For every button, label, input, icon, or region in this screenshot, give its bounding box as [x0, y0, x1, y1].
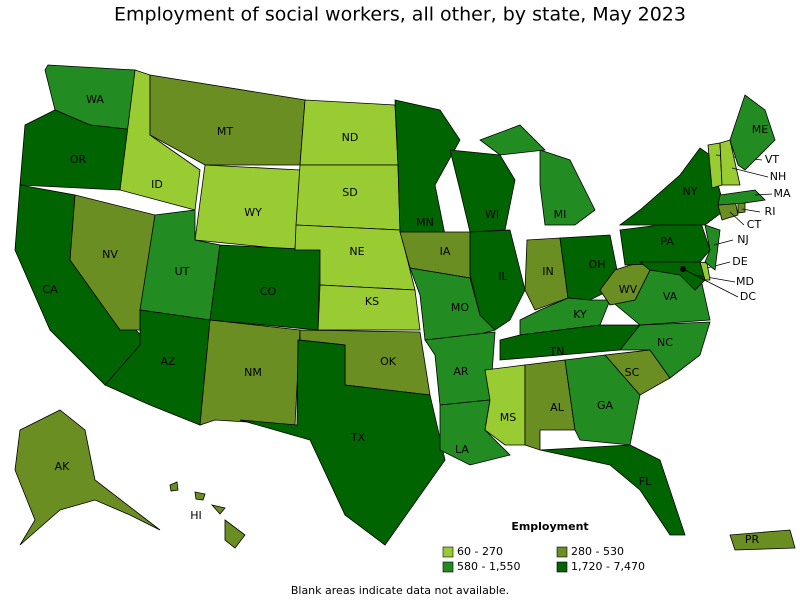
- state-shape: [14, 409, 161, 546]
- leader-line: [713, 239, 734, 246]
- state-label: IL: [498, 270, 508, 283]
- legend-swatch: [556, 561, 568, 573]
- state-label: FL: [639, 475, 652, 488]
- state-shape: [394, 99, 461, 236]
- state-label: DE: [732, 255, 747, 268]
- legend-label: 580 - 1,550: [457, 560, 520, 573]
- state-label: OR: [70, 153, 87, 166]
- state-label: MT: [217, 125, 233, 138]
- state-shape: [484, 364, 526, 446]
- state-shape: [737, 202, 746, 214]
- state-label: CA: [42, 283, 58, 296]
- state-label: MD: [736, 275, 754, 288]
- state-label: WY: [244, 206, 262, 219]
- state-shape: [224, 519, 246, 549]
- state-label: GA: [597, 399, 614, 412]
- state-label: MN: [416, 216, 434, 229]
- leader-line: [754, 193, 773, 196]
- state-label: HI: [190, 509, 202, 522]
- state-shape: [524, 237, 569, 311]
- state-label: CT: [747, 218, 762, 231]
- state-shape: [239, 339, 446, 546]
- legend-swatch: [442, 546, 454, 558]
- state-shape: [539, 444, 686, 536]
- state-label: WA: [86, 93, 104, 106]
- legend-swatch: [556, 546, 568, 558]
- state-label: OH: [589, 258, 606, 271]
- state-label: NY: [683, 185, 698, 198]
- state-label: OK: [380, 355, 397, 368]
- state-shape: [729, 529, 796, 551]
- leader-line: [682, 268, 739, 298]
- state-label: KS: [365, 295, 379, 308]
- state-label: SC: [625, 366, 640, 379]
- state-label: AZ: [160, 355, 176, 368]
- state-label: TX: [350, 431, 366, 444]
- state-label: NC: [657, 336, 673, 349]
- state-shape: [194, 491, 206, 501]
- state-label: UT: [175, 265, 190, 278]
- state-label: AK: [55, 460, 71, 473]
- legend-label: 280 - 530: [571, 545, 624, 558]
- state-label: NH: [770, 170, 787, 183]
- state-shape: [317, 284, 421, 331]
- state-label: VT: [765, 153, 780, 166]
- leader-line: [741, 208, 761, 213]
- state-label: IA: [440, 245, 451, 258]
- state-label: NJ: [737, 233, 748, 246]
- leader-line: [731, 167, 769, 178]
- state-label: PR: [745, 533, 760, 546]
- state-shape: [618, 147, 726, 226]
- map-title: Employment of social workers, all other,…: [114, 4, 686, 26]
- state-label: VA: [663, 290, 678, 303]
- state-label: ID: [151, 178, 163, 191]
- legend-label: 1,720 - 7,470: [571, 560, 645, 573]
- state-shape: [539, 149, 596, 226]
- state-shape: [717, 189, 766, 206]
- state-shape: [729, 94, 776, 171]
- state-shape: [699, 261, 711, 281]
- state-label: RI: [765, 205, 776, 218]
- state-label: SD: [342, 186, 357, 199]
- leader-line: [694, 274, 736, 283]
- footnote: Blank areas indicate data not available.: [291, 584, 509, 597]
- state-label: WI: [485, 208, 499, 221]
- state-shape: [210, 504, 226, 515]
- state-label: AR: [453, 365, 469, 378]
- state-label: MI: [554, 208, 567, 221]
- state-label: NM: [244, 366, 262, 379]
- state-shape: [704, 224, 721, 271]
- state-shape: [479, 124, 546, 156]
- state-label: ND: [342, 131, 359, 144]
- legend-swatch: [442, 561, 454, 573]
- state-shape: [449, 149, 516, 233]
- state-label: MA: [773, 187, 790, 200]
- state-label: CO: [260, 285, 277, 298]
- state-label: NV: [102, 248, 118, 261]
- state-label: MO: [451, 301, 469, 314]
- state-label: MS: [500, 411, 516, 424]
- state-shape: [719, 139, 741, 186]
- state-shape: [69, 194, 156, 331]
- state-label: ME: [752, 123, 768, 136]
- state-label: PA: [660, 235, 674, 248]
- state-shape: [149, 74, 306, 166]
- leader-line: [729, 211, 745, 226]
- legend-title: Employment: [511, 520, 588, 533]
- state-shape: [169, 481, 179, 492]
- state-label: TN: [549, 345, 565, 358]
- legend-label: 60 - 270: [457, 545, 503, 558]
- state-label: IN: [542, 265, 553, 278]
- state-shape: [469, 229, 526, 331]
- state-label: AL: [550, 401, 565, 414]
- state-label: LA: [455, 443, 469, 456]
- state-label: NE: [349, 245, 364, 258]
- state-label: KY: [573, 308, 587, 321]
- state-label: WV: [619, 283, 638, 296]
- state-label: DC: [740, 290, 756, 303]
